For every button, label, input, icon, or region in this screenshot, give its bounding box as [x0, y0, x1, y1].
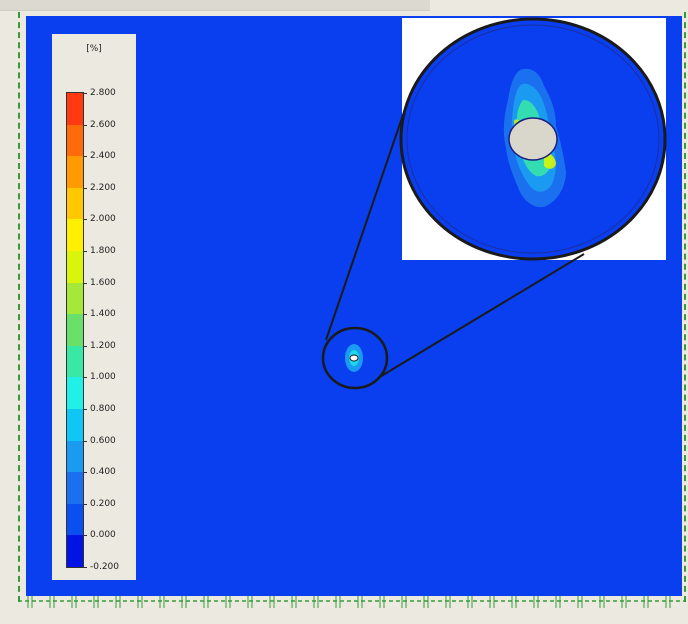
legend-value-label: 1.800: [90, 246, 116, 256]
legend-swatch: [67, 314, 83, 347]
legend-swatch: [67, 377, 83, 410]
legend-tick: [83, 314, 87, 316]
legend-swatch: [67, 187, 83, 220]
zoom-connector-line: [377, 253, 585, 379]
legend-value-label: 2.000: [90, 214, 116, 225]
legend-value-label: 2.600: [90, 119, 116, 130]
legend-tick: [83, 124, 87, 126]
legend-value-label: 1.000: [90, 372, 116, 383]
legend-value-label: 1.400: [90, 309, 116, 320]
legend-swatch: [67, 156, 83, 189]
legend-swatch: [67, 345, 83, 378]
legend-value-label: 0.400: [90, 467, 116, 478]
legend-swatch: [67, 409, 83, 442]
legend-value-label: 1.200: [90, 340, 116, 351]
legend-value-label: 2.400: [90, 151, 116, 162]
legend-tick: [83, 503, 87, 505]
legend-tick: [83, 345, 87, 347]
legend-tick: [83, 93, 87, 94]
right-boundary-line: [684, 12, 686, 602]
left-boundary-line: [18, 12, 20, 602]
legend-tick: [83, 219, 87, 221]
legend-value-label: 0.600: [90, 435, 116, 446]
tunnel-detail-small: [345, 344, 363, 372]
legend-value-label: 2.200: [90, 182, 116, 193]
legend-value-label: 2.800: [90, 88, 116, 98]
legend-tick: [83, 187, 87, 189]
legend-color-bar: [66, 92, 84, 568]
inset-contour: [401, 19, 665, 259]
zoom-connector-line: [325, 111, 405, 341]
legend-swatch: [67, 503, 83, 536]
legend-tick: [83, 377, 87, 379]
legend-tick: [83, 409, 87, 410]
legend-tick: [83, 282, 87, 284]
legend-swatch: [67, 535, 83, 568]
legend-value-label: 0.200: [90, 498, 116, 509]
legend-swatch: [67, 93, 83, 126]
legend-tick: [83, 472, 87, 474]
zoom-source-circle: [321, 326, 389, 390]
legend-value-label: 0.800: [90, 404, 116, 414]
bottom-fixities: [27, 596, 671, 608]
legend-tick: [83, 535, 87, 537]
legend-tick: [83, 440, 87, 442]
legend-tick: [83, 156, 87, 158]
legend-value-label: -0.200: [90, 562, 120, 572]
legend-swatch: [67, 219, 83, 252]
color-legend: [%] 2.800 2.600 2.400 2.200 2.000 1.800 1.600 1…: [52, 34, 136, 580]
legend-swatch: [67, 440, 83, 473]
legend-tick: [83, 567, 87, 568]
legend-value-label: 1.600: [90, 277, 116, 288]
legend-unit-label: [%]: [86, 44, 102, 54]
zoom-inset-circle: [399, 17, 667, 261]
legend-value-label: 0.000: [90, 530, 116, 541]
legend-swatch: [67, 124, 83, 157]
legend-tick: [83, 251, 87, 252]
legend-swatch: [67, 251, 83, 284]
legend-swatch: [67, 282, 83, 315]
legend-swatch: [67, 472, 83, 505]
top-strip: [0, 0, 430, 11]
